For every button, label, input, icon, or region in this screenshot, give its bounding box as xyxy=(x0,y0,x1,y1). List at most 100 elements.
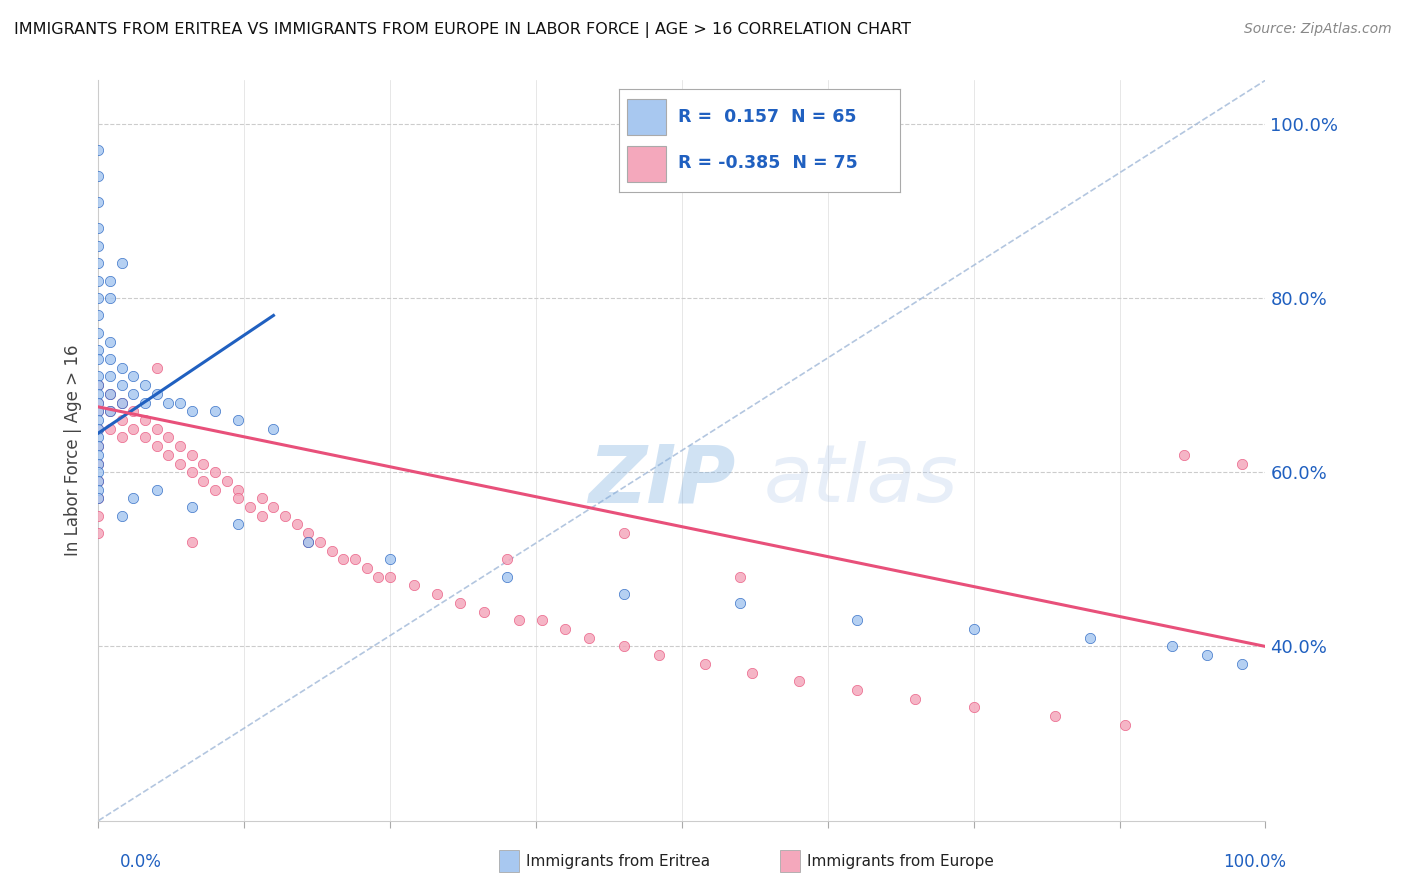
Point xyxy=(111,508,134,523)
Point xyxy=(1230,657,1253,671)
Point xyxy=(578,631,600,645)
Point xyxy=(846,613,869,627)
Point xyxy=(134,378,156,392)
Text: ZIP: ZIP xyxy=(589,441,735,519)
Point xyxy=(169,457,191,471)
Point xyxy=(87,526,110,541)
Point xyxy=(613,640,636,654)
FancyBboxPatch shape xyxy=(627,99,666,136)
Point xyxy=(344,552,367,566)
Point xyxy=(111,413,134,427)
Point xyxy=(787,674,810,689)
Point xyxy=(554,622,576,636)
Point xyxy=(1080,631,1102,645)
Point xyxy=(87,474,110,488)
Point xyxy=(228,413,250,427)
Point xyxy=(157,430,180,444)
Point xyxy=(204,483,226,497)
Y-axis label: In Labor Force | Age > 16: In Labor Force | Age > 16 xyxy=(65,344,83,557)
Point xyxy=(87,369,110,384)
Point xyxy=(285,517,308,532)
Point xyxy=(180,535,202,549)
Text: 0.0%: 0.0% xyxy=(120,853,162,871)
Point xyxy=(98,387,121,401)
Point xyxy=(730,596,752,610)
Point xyxy=(262,500,284,514)
Point xyxy=(146,387,169,401)
Point xyxy=(87,343,110,358)
Point xyxy=(122,369,145,384)
Point xyxy=(356,561,378,575)
Point xyxy=(309,535,332,549)
Point xyxy=(367,570,389,584)
Point xyxy=(1230,457,1253,471)
Point xyxy=(87,430,110,444)
Text: 100.0%: 100.0% xyxy=(1223,853,1286,871)
Point xyxy=(146,439,169,453)
Point xyxy=(1173,448,1195,462)
Point xyxy=(180,500,202,514)
Point xyxy=(321,543,343,558)
Point xyxy=(87,422,110,436)
Point xyxy=(613,587,636,601)
Point xyxy=(111,378,134,392)
Point xyxy=(146,360,169,375)
Point xyxy=(239,500,262,514)
Point xyxy=(904,691,927,706)
Point xyxy=(157,395,180,409)
Point xyxy=(146,422,169,436)
Point xyxy=(87,474,110,488)
Text: atlas: atlas xyxy=(763,441,959,519)
Point xyxy=(98,334,121,349)
Point xyxy=(530,613,553,627)
Point xyxy=(134,395,156,409)
Point xyxy=(87,169,110,183)
Point xyxy=(508,613,530,627)
Point xyxy=(169,395,191,409)
Point xyxy=(98,369,121,384)
Point xyxy=(1114,718,1136,732)
Point xyxy=(146,483,169,497)
Point xyxy=(87,483,110,497)
Point xyxy=(87,195,110,210)
Point xyxy=(87,143,110,157)
Point xyxy=(98,291,121,305)
Text: IMMIGRANTS FROM ERITREA VS IMMIGRANTS FROM EUROPE IN LABOR FORCE | AGE > 16 CORR: IMMIGRANTS FROM ERITREA VS IMMIGRANTS FR… xyxy=(14,22,911,38)
Point xyxy=(87,448,110,462)
Point xyxy=(87,491,110,506)
Point xyxy=(215,474,238,488)
Point xyxy=(332,552,354,566)
Point xyxy=(730,570,752,584)
Point xyxy=(134,430,156,444)
Point xyxy=(962,700,984,714)
Point xyxy=(380,570,402,584)
Point xyxy=(122,491,145,506)
Point xyxy=(262,422,284,436)
Point xyxy=(157,448,180,462)
Point xyxy=(87,404,110,418)
Point xyxy=(87,404,110,418)
Text: Immigrants from Europe: Immigrants from Europe xyxy=(807,855,994,869)
Point xyxy=(111,395,134,409)
Point xyxy=(87,395,110,409)
Point xyxy=(647,648,669,662)
Point xyxy=(98,422,121,436)
Point xyxy=(380,552,402,566)
Point xyxy=(274,508,297,523)
Point xyxy=(111,256,134,270)
Point xyxy=(87,291,110,305)
Text: Immigrants from Eritrea: Immigrants from Eritrea xyxy=(526,855,710,869)
Point xyxy=(122,404,145,418)
Point xyxy=(613,526,636,541)
Point xyxy=(87,508,110,523)
Point xyxy=(87,413,110,427)
Point xyxy=(87,239,110,253)
Point xyxy=(87,256,110,270)
Point xyxy=(193,474,215,488)
Point xyxy=(1195,648,1218,662)
Point xyxy=(472,605,495,619)
Point xyxy=(87,491,110,506)
Point xyxy=(87,387,110,401)
Point xyxy=(1045,709,1067,723)
Point xyxy=(87,439,110,453)
